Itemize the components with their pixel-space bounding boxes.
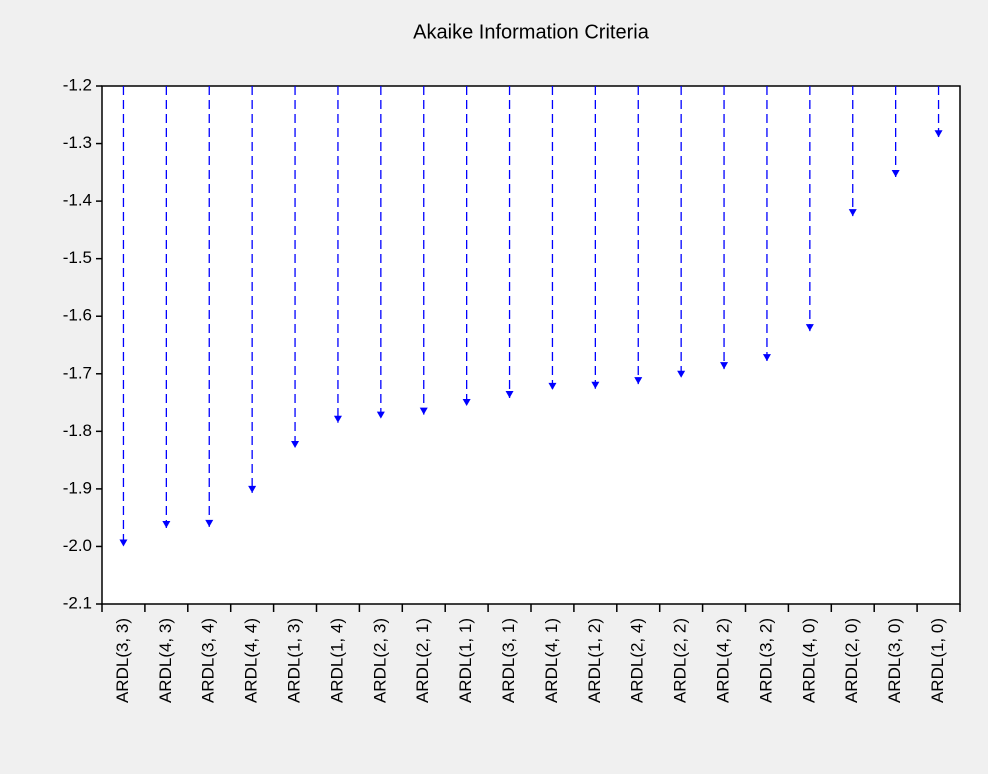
arrow-head [677,370,686,378]
x-tick-label: ARDL(4, 4) [242,618,261,703]
x-tick-label: ARDL(1, 3) [285,618,304,703]
x-tick-label: ARDL(1, 2) [585,618,604,703]
arrow-head [291,441,300,449]
x-tick-label: ARDL(4, 1) [542,618,561,703]
x-tick-label: ARDL(4, 2) [714,618,733,703]
plot-area [101,85,961,605]
arrow-head [248,485,257,493]
x-tick-label: ARDL(2, 3) [370,618,389,703]
y-tick-label: -1.7 [63,363,92,382]
arrow-head [634,377,643,385]
x-tick-label: ARDL(3, 0) [885,618,904,703]
arrow-head [548,382,557,390]
x-tick-label: ARDL(2, 0) [842,618,861,703]
arrow-head [720,362,729,370]
x-tick-label: ARDL(4, 0) [799,618,818,703]
y-tick-label: -2.0 [63,536,92,555]
arrow-head [119,539,128,547]
arrow-head [419,407,428,415]
x-tick-label: ARDL(1, 1) [456,618,475,703]
arrow-head [805,324,814,332]
arrow-head [848,209,857,217]
x-tick-label: ARDL(4, 3) [156,618,175,703]
arrow-head [162,521,171,529]
x-tick-label: ARDL(1, 4) [327,618,346,703]
y-tick-label: -1.3 [63,133,92,152]
x-tick-label: ARDL(3, 4) [199,618,218,703]
x-tick-label: ARDL(3, 2) [756,618,775,703]
arrow-head [462,399,471,407]
y-tick-label: -1.9 [63,478,92,497]
x-tick-label: ARDL(3, 1) [499,618,518,703]
x-tick-label: ARDL(2, 1) [413,618,432,703]
y-tick-label: -1.6 [63,306,92,325]
y-tick-label: -2.1 [63,593,92,612]
arrow-head [891,169,900,177]
x-tick-label: ARDL(2, 4) [628,618,647,703]
y-tick-label: -1.2 [63,75,92,94]
arrow-head [505,390,514,398]
arrow-head [762,354,771,362]
x-tick-label: ARDL(2, 2) [671,618,690,703]
arrow-head [376,411,385,419]
chart-title: Akaike Information Criteria [413,21,650,43]
y-tick-label: -1.8 [63,421,92,440]
x-tick-label: ARDL(3, 3) [113,618,132,703]
arrow-head [333,415,342,423]
arrow-head [205,519,214,527]
arrow-head [591,381,600,389]
y-tick-label: -1.5 [63,248,92,267]
y-tick-label: -1.4 [63,191,92,210]
x-tick-label: ARDL(1, 0) [928,618,947,703]
arrow-head [934,130,943,138]
